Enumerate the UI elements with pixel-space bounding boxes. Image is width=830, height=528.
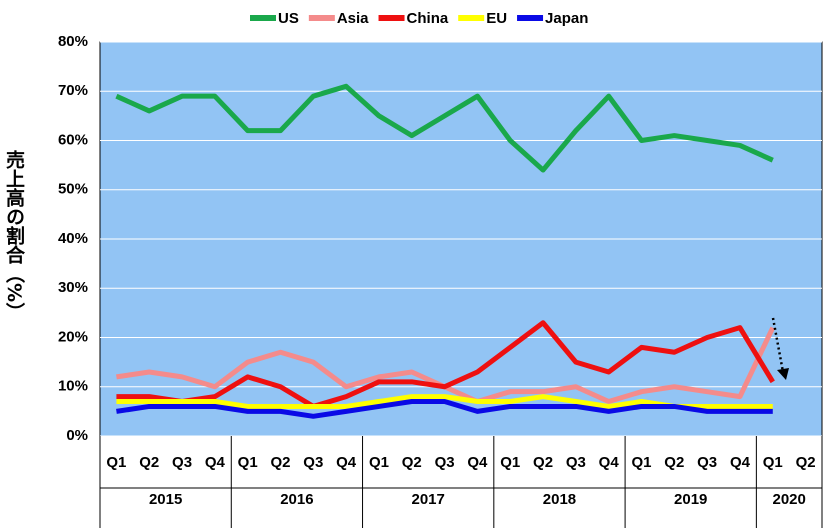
x-tick-label: Q1 [106,454,126,471]
x-tick-label: Q2 [664,454,684,471]
x-group-label: 2019 [674,491,707,508]
x-tick-label: Q4 [205,454,226,471]
x-tick-label: Q1 [369,454,389,471]
series-line [116,399,773,419]
x-tick-label: Q1 [631,454,651,471]
x-tick-label: Q4 [599,454,620,471]
legend-label: Japan [545,10,588,27]
y-tick-label: 30% [58,279,88,296]
x-group-label: 2016 [280,491,313,508]
series-line [115,83,774,173]
y-tick-label: 10% [58,378,88,395]
y-tick-label: 0% [66,427,88,444]
x-group-label: 2017 [411,491,444,508]
trend-arrow-head [777,368,789,380]
x-tick-label: Q4 [730,454,751,471]
y-tick-label: 40% [58,230,88,247]
x-tick-label: Q3 [303,454,323,471]
x-tick-label: Q2 [139,454,159,471]
x-tick-label: Q1 [238,454,258,471]
y-tick-label: 80% [58,33,88,50]
x-group-label: 2020 [772,491,805,508]
x-tick-label: Q3 [172,454,192,471]
y-tick-label: 70% [58,82,88,99]
x-tick-label: Q2 [533,454,553,471]
x-tick-label: Q3 [566,454,586,471]
legend-label: China [407,10,449,27]
y-tick-label: 50% [58,181,88,198]
x-tick-label: Q2 [796,454,816,471]
y-tick-label: 60% [58,131,88,148]
legend-label: EU [486,10,507,27]
x-tick-label: Q2 [402,454,422,471]
y-tick-label: 20% [58,328,88,345]
x-group-label: 2018 [543,491,576,508]
y-axis-title: 売上高の割合（%） [3,150,25,322]
series-line [116,320,775,409]
legend-label: Asia [337,10,369,27]
x-tick-label: Q3 [697,454,717,471]
x-tick-label: Q2 [270,454,290,471]
legend-label: US [278,10,299,27]
x-tick-label: Q3 [435,454,455,471]
x-tick-label: Q4 [336,454,357,471]
x-tick-label: Q4 [467,454,488,471]
x-tick-label: Q1 [500,454,520,471]
x-tick-label: Q1 [763,454,783,471]
x-group-label: 2015 [149,491,182,508]
trend-arrow [771,317,785,373]
